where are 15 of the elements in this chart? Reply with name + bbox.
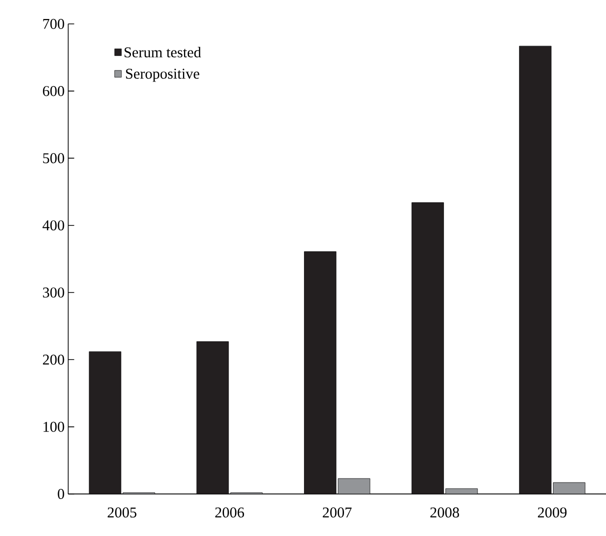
x-tick-label: 2009 bbox=[538, 508, 567, 518]
y-tick-label: 600 bbox=[42, 86, 64, 96]
y-tick-label: 700 bbox=[43, 18, 64, 30]
y-tick-label: 0 bbox=[58, 489, 64, 500]
y-tick-label: 100 bbox=[44, 422, 64, 432]
legend-label: Serum tested bbox=[124, 47, 202, 58]
x-tick-label: 2005 bbox=[108, 508, 136, 518]
y-tick-label: 400 bbox=[42, 220, 64, 230]
y-tick-label: 200 bbox=[42, 354, 64, 365]
y-tick-label: 500 bbox=[43, 153, 64, 164]
x-tick-label: 2008 bbox=[430, 508, 460, 518]
y-tick-label: 300 bbox=[43, 288, 64, 298]
legend-label: Seropositive bbox=[126, 68, 200, 82]
x-tick-label: 2006 bbox=[215, 508, 244, 518]
x-tick-label: 2007 bbox=[322, 508, 352, 518]
